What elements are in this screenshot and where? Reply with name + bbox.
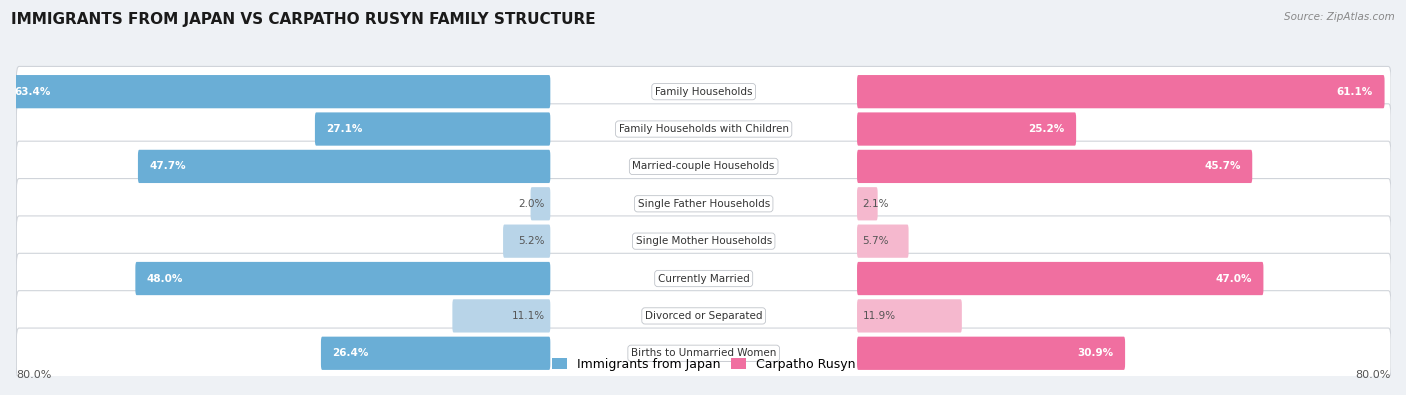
Text: Divorced or Separated: Divorced or Separated (645, 311, 762, 321)
FancyBboxPatch shape (321, 337, 550, 370)
Text: 5.2%: 5.2% (519, 236, 544, 246)
FancyBboxPatch shape (17, 179, 1391, 229)
Text: 45.7%: 45.7% (1204, 162, 1240, 171)
Text: 80.0%: 80.0% (17, 370, 52, 380)
FancyBboxPatch shape (138, 150, 550, 183)
FancyBboxPatch shape (17, 291, 1391, 341)
Text: Single Father Households: Single Father Households (637, 199, 770, 209)
Text: 63.4%: 63.4% (14, 87, 51, 97)
FancyBboxPatch shape (315, 113, 550, 146)
Legend: Immigrants from Japan, Carpatho Rusyn: Immigrants from Japan, Carpatho Rusyn (547, 353, 860, 376)
FancyBboxPatch shape (858, 150, 1253, 183)
Text: 25.2%: 25.2% (1028, 124, 1064, 134)
Text: 11.9%: 11.9% (863, 311, 896, 321)
FancyBboxPatch shape (135, 262, 550, 295)
FancyBboxPatch shape (858, 262, 1264, 295)
FancyBboxPatch shape (530, 187, 550, 220)
FancyBboxPatch shape (503, 224, 550, 258)
FancyBboxPatch shape (858, 337, 1125, 370)
Text: 5.7%: 5.7% (863, 236, 889, 246)
Text: 2.0%: 2.0% (519, 199, 544, 209)
FancyBboxPatch shape (17, 216, 1391, 266)
FancyBboxPatch shape (858, 224, 908, 258)
FancyBboxPatch shape (858, 187, 877, 220)
Text: Currently Married: Currently Married (658, 273, 749, 284)
Text: 2.1%: 2.1% (863, 199, 889, 209)
Text: Source: ZipAtlas.com: Source: ZipAtlas.com (1284, 12, 1395, 22)
Text: Family Households: Family Households (655, 87, 752, 97)
Text: 30.9%: 30.9% (1077, 348, 1114, 358)
Text: Single Mother Households: Single Mother Households (636, 236, 772, 246)
FancyBboxPatch shape (17, 141, 1391, 192)
FancyBboxPatch shape (17, 328, 1391, 378)
FancyBboxPatch shape (3, 75, 550, 108)
FancyBboxPatch shape (858, 75, 1385, 108)
Text: 47.0%: 47.0% (1215, 273, 1251, 284)
FancyBboxPatch shape (17, 104, 1391, 154)
FancyBboxPatch shape (17, 66, 1391, 117)
Text: 48.0%: 48.0% (148, 273, 183, 284)
FancyBboxPatch shape (858, 299, 962, 333)
Text: 47.7%: 47.7% (149, 162, 186, 171)
FancyBboxPatch shape (858, 113, 1076, 146)
Text: Births to Unmarried Women: Births to Unmarried Women (631, 348, 776, 358)
Text: Family Households with Children: Family Households with Children (619, 124, 789, 134)
Text: 27.1%: 27.1% (326, 124, 363, 134)
FancyBboxPatch shape (453, 299, 550, 333)
Text: 61.1%: 61.1% (1337, 87, 1372, 97)
FancyBboxPatch shape (17, 253, 1391, 304)
Text: IMMIGRANTS FROM JAPAN VS CARPATHO RUSYN FAMILY STRUCTURE: IMMIGRANTS FROM JAPAN VS CARPATHO RUSYN … (11, 12, 596, 27)
Text: 80.0%: 80.0% (1355, 370, 1391, 380)
Text: 11.1%: 11.1% (512, 311, 544, 321)
Text: 26.4%: 26.4% (333, 348, 368, 358)
Text: Married-couple Households: Married-couple Households (633, 162, 775, 171)
